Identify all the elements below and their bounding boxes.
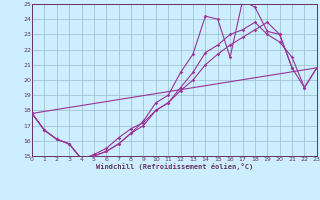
X-axis label: Windchill (Refroidissement éolien,°C): Windchill (Refroidissement éolien,°C) (96, 163, 253, 170)
